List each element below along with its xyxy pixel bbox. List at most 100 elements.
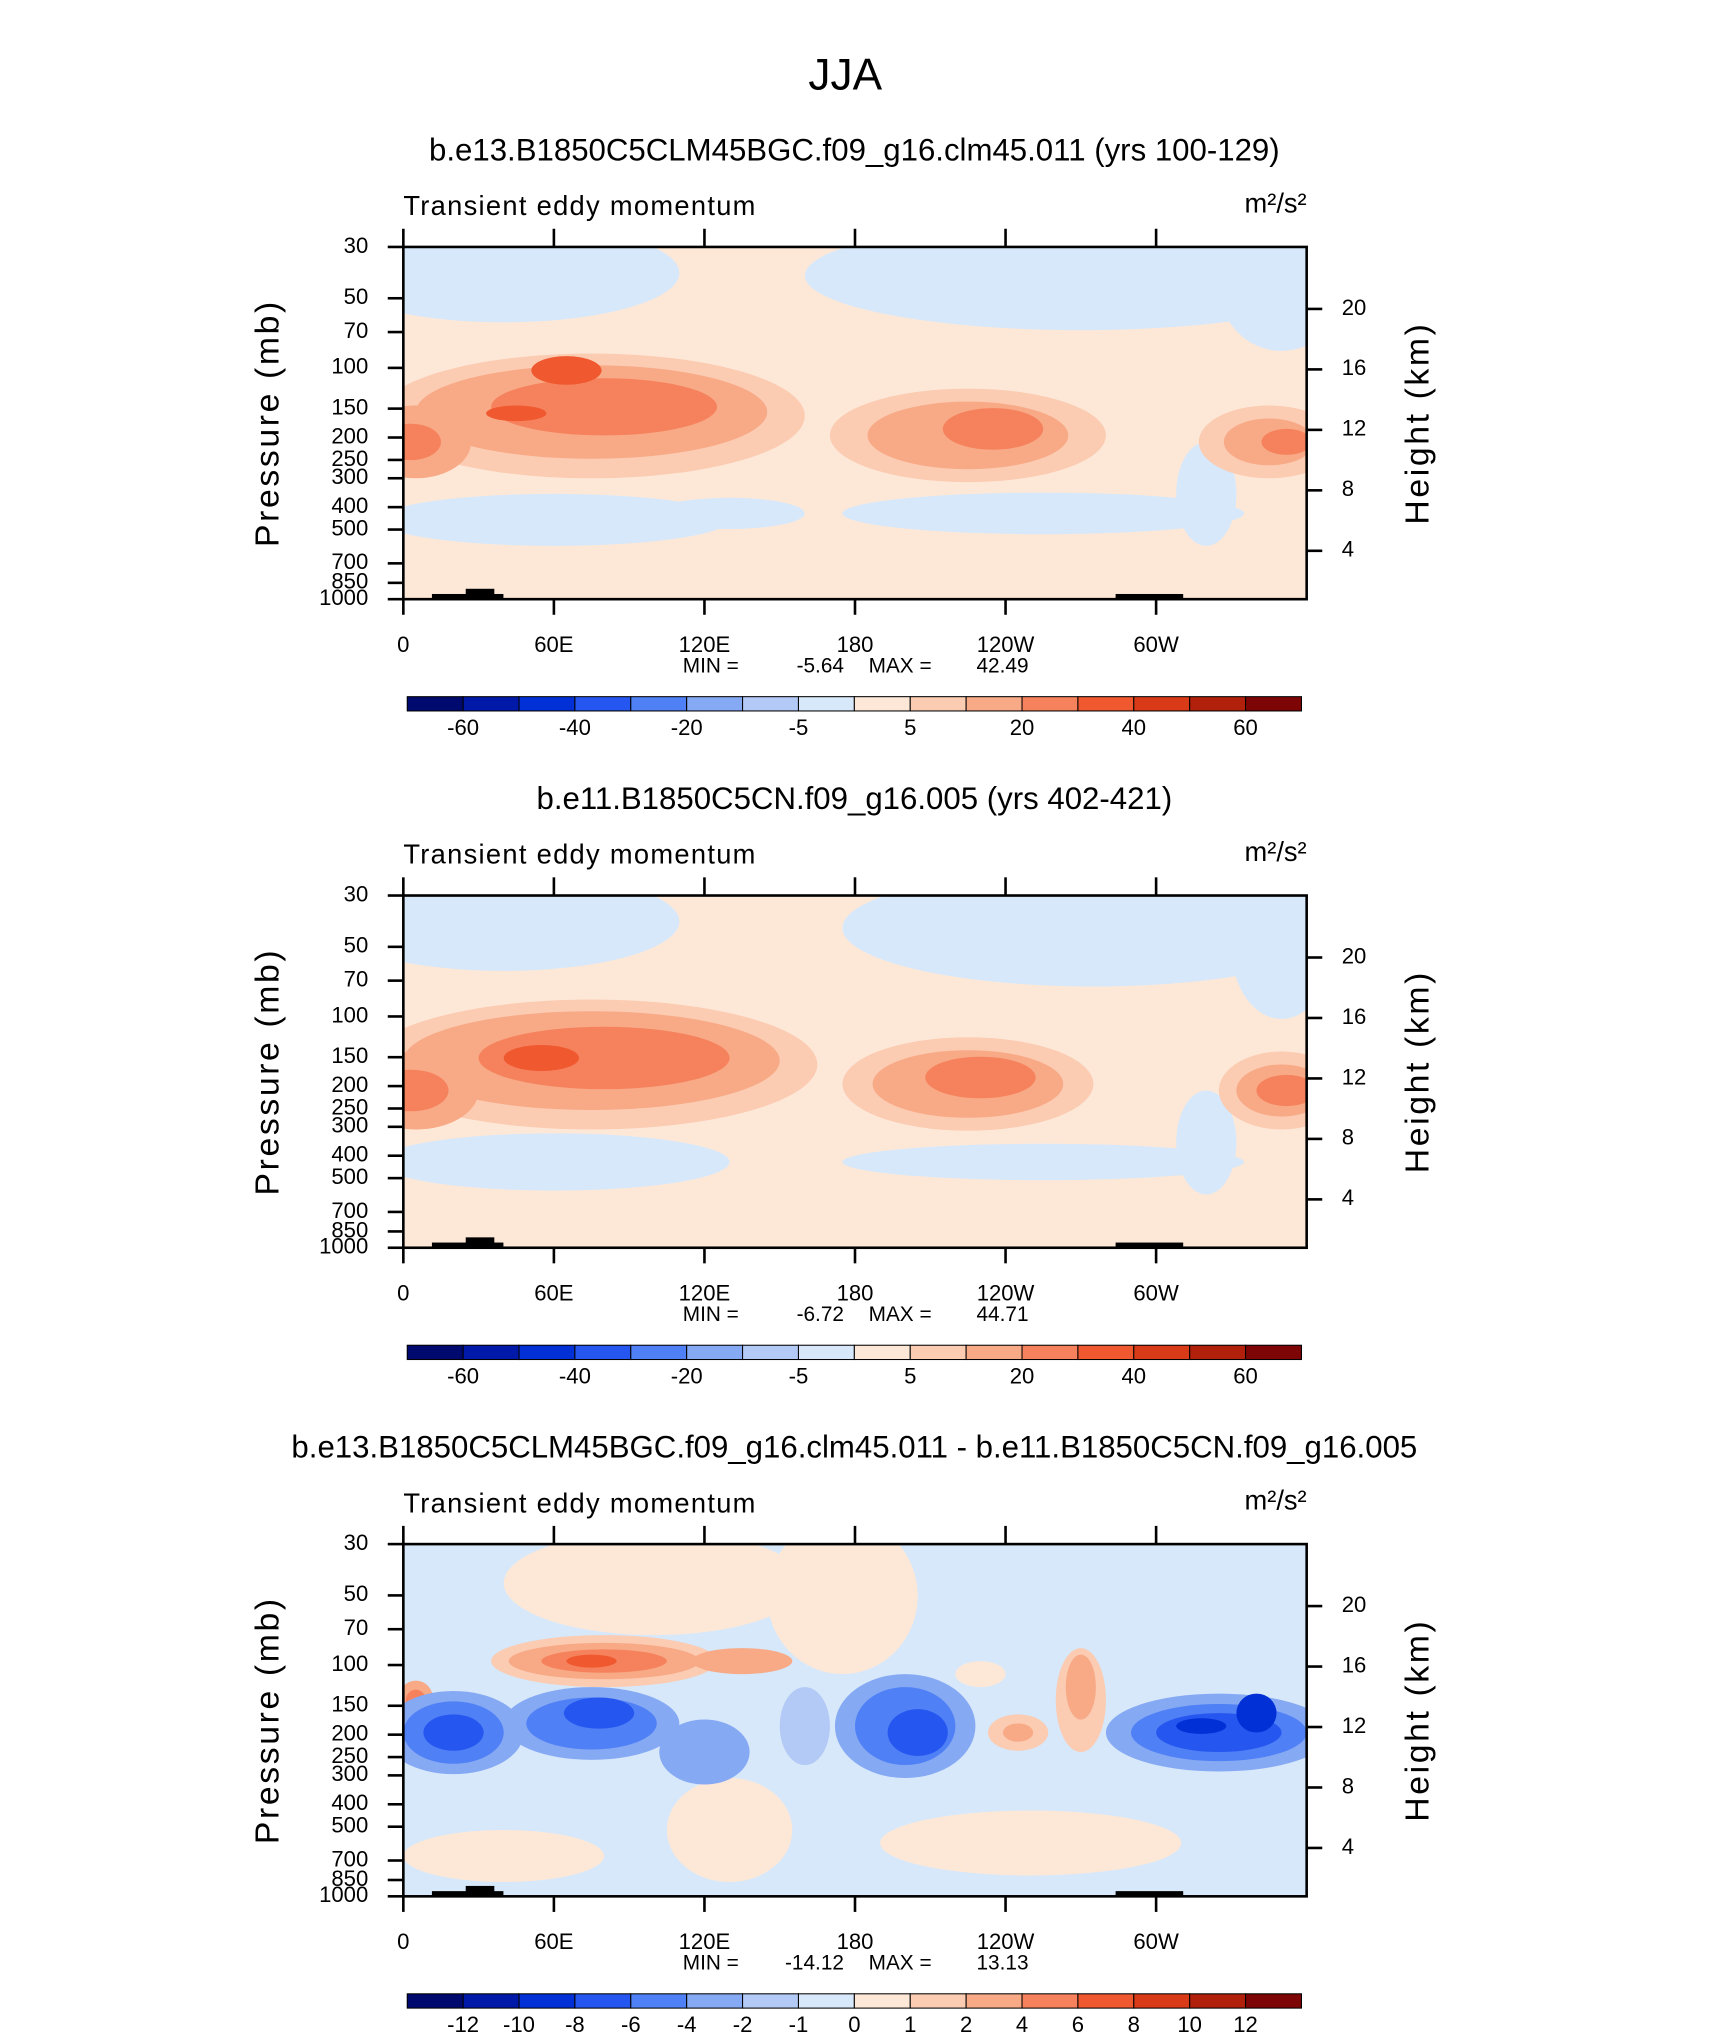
y-axis-label: Pressure (mb) <box>248 299 286 547</box>
colorbar-label: 10 <box>1177 2012 1202 2037</box>
topography <box>1115 1242 1184 1248</box>
y-tick-label: 50 <box>344 1581 369 1606</box>
y-tick-label: 100 <box>331 354 368 379</box>
y2-tick-label: 12 <box>1342 1064 1367 1089</box>
colorbar-box <box>574 1344 632 1361</box>
min-label: MIN = <box>683 1951 739 1974</box>
colorbar-box <box>406 1344 464 1361</box>
contour-region <box>491 378 717 436</box>
y2-tick-label: 20 <box>1342 943 1367 968</box>
y2-tick-label: 8 <box>1342 1125 1354 1150</box>
x-tick-label: 60W <box>1133 1929 1179 1954</box>
y-tick-label: 700 <box>331 1198 368 1223</box>
panel: b.e11.B1850C5CN.f09_g16.005 (yrs 402-421… <box>248 781 1436 1389</box>
contour-region <box>403 246 680 323</box>
y-tick-label: 30 <box>344 233 369 258</box>
y2-axis-label: Height (km) <box>1399 1619 1437 1822</box>
y2-tick-label: 16 <box>1342 355 1367 380</box>
panel-subtitle: Transient eddy momentum <box>403 1487 756 1518</box>
colorbar-box <box>742 696 799 712</box>
contour-region <box>503 1044 579 1071</box>
contour-region <box>423 1714 484 1751</box>
colorbar-label: -8 <box>565 2012 585 2037</box>
contour-region <box>1003 1723 1034 1742</box>
colorbar-box <box>1133 1344 1191 1361</box>
colorbar-box <box>1189 696 1247 712</box>
y-tick-label: 1000 <box>319 1234 368 1259</box>
y-tick-label: 1000 <box>319 1882 368 1907</box>
y-tick-label: 250 <box>331 1743 368 1768</box>
colorbar-label: -5 <box>789 1364 809 1389</box>
contour-region <box>659 1719 750 1785</box>
y-tick-label: 50 <box>344 284 369 309</box>
y-axis-label: Pressure (mb) <box>248 1596 286 1844</box>
y-tick-label: 200 <box>331 423 368 448</box>
colorbar-label: 0 <box>848 2012 860 2037</box>
panel-subtitle: Transient eddy momentum <box>403 190 756 221</box>
colorbar-box <box>686 696 744 712</box>
y-tick-label: 500 <box>331 515 368 540</box>
colorbar-label: 4 <box>1016 2012 1028 2037</box>
contour-region <box>1231 895 1307 1019</box>
colorbar-box <box>742 1993 799 2009</box>
topography <box>1115 593 1184 600</box>
y-tick-label: 500 <box>331 1813 368 1838</box>
y-tick-label: 400 <box>331 1142 368 1167</box>
contour-region <box>691 1648 793 1675</box>
x-tick-label: 120E <box>679 1929 731 1954</box>
x-tick-label: 60E <box>534 1929 573 1954</box>
y-tick-label: 150 <box>331 1043 368 1068</box>
colorbar-box <box>1133 1993 1191 2009</box>
max-value: 13.13 <box>977 1951 1029 1974</box>
y2-tick-label: 8 <box>1342 476 1354 501</box>
contour-region <box>1176 1718 1227 1734</box>
x-tick-label: 120W <box>977 1280 1035 1305</box>
y-tick-label: 250 <box>331 1094 368 1119</box>
colorbar-box <box>630 696 688 712</box>
colorbar-label: -40 <box>559 1364 591 1389</box>
contour-region <box>842 1143 1244 1181</box>
colorbar-box <box>909 1344 967 1361</box>
y-tick-label: 850 <box>331 569 368 594</box>
colorbar-box <box>909 696 967 712</box>
y-tick-label: 150 <box>331 1692 368 1717</box>
x-tick-label: 60E <box>534 1280 573 1305</box>
y-tick-label: 250 <box>331 446 368 471</box>
colorbar-box <box>1245 696 1302 712</box>
contour-region <box>566 1654 617 1668</box>
y-tick-label: 70 <box>344 966 369 991</box>
colorbar-label: -5 <box>789 715 809 740</box>
colorbar-box <box>574 696 632 712</box>
y-tick-label: 150 <box>331 394 368 419</box>
max-label: MAX = <box>869 1951 932 1974</box>
contour-region <box>842 895 1307 987</box>
colorbar-box <box>686 1344 744 1361</box>
y-tick-label: 300 <box>331 464 368 489</box>
y-tick-label: 70 <box>344 1615 369 1640</box>
contour-field <box>403 895 1307 1248</box>
colorbar-label: -1 <box>789 2012 809 2037</box>
figure-title: JJA <box>808 51 882 100</box>
max-label: MAX = <box>869 1303 932 1326</box>
units: m²/s² <box>1245 188 1307 219</box>
contour-region <box>503 1544 805 1636</box>
colorbar-box <box>1077 696 1135 712</box>
contour-region <box>955 1661 1006 1688</box>
contour-field <box>403 1544 1307 1897</box>
colorbar-box <box>686 1993 744 2009</box>
topography <box>465 1885 495 1897</box>
colorbar-box <box>574 1993 632 2009</box>
contour-region <box>925 1056 1036 1099</box>
x-tick-label: 0 <box>397 1929 409 1954</box>
contour-region <box>666 1778 793 1883</box>
y2-tick-label: 4 <box>1342 1834 1354 1859</box>
max-label: MAX = <box>869 654 932 677</box>
contour-region <box>403 1069 449 1112</box>
y2-tick-label: 20 <box>1342 1592 1367 1617</box>
contour-region <box>1236 1693 1277 1733</box>
colorbar-box <box>797 1993 855 2009</box>
units: m²/s² <box>1245 1485 1307 1516</box>
contour-region <box>486 405 547 422</box>
contour-region <box>478 1026 730 1090</box>
x-tick-label: 120E <box>679 1280 731 1305</box>
